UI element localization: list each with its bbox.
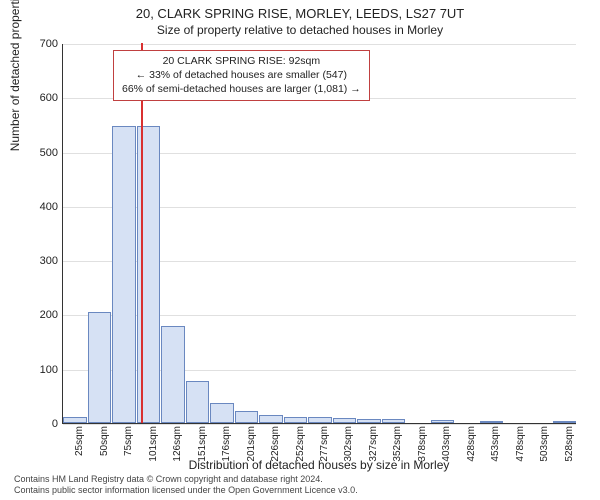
- histogram-bar: [333, 418, 356, 423]
- histogram-bar: [308, 417, 331, 424]
- y-tick-label: 600: [28, 92, 58, 104]
- x-tick-label: 403sqm: [441, 426, 452, 466]
- grid-line: [63, 424, 576, 425]
- x-tick-label: 176sqm: [221, 426, 232, 466]
- histogram-bar: [210, 403, 233, 423]
- chart-subtitle: Size of property relative to detached ho…: [0, 23, 600, 37]
- y-tick-label: 400: [28, 201, 58, 213]
- y-tick-label: 0: [28, 418, 58, 430]
- histogram-bar: [480, 421, 503, 423]
- x-tick-label: 528sqm: [564, 426, 575, 466]
- x-tick-label: 453sqm: [490, 426, 501, 466]
- x-tick-label: 75sqm: [123, 426, 134, 466]
- histogram-bar: [235, 411, 258, 423]
- footer-attribution: Contains HM Land Registry data © Crown c…: [14, 474, 358, 497]
- x-tick-label: 151sqm: [197, 426, 208, 466]
- histogram-bar: [259, 415, 282, 423]
- histogram-bar: [553, 421, 576, 423]
- x-tick-label: 352sqm: [392, 426, 403, 466]
- footer-line-1: Contains HM Land Registry data © Crown c…: [14, 474, 358, 485]
- x-tick-label: 25sqm: [74, 426, 85, 466]
- histogram-bar: [284, 417, 307, 424]
- y-tick-label: 500: [28, 147, 58, 159]
- annotation-line-1: 20 CLARK SPRING RISE: 92sqm: [122, 54, 361, 68]
- x-tick-label: 428sqm: [466, 426, 477, 466]
- y-axis-label: Number of detached properties: [8, 0, 22, 151]
- histogram-bar: [88, 312, 111, 423]
- annotation-callout: 20 CLARK SPRING RISE: 92sqm ← 33% of det…: [113, 50, 370, 101]
- y-tick-label: 100: [28, 364, 58, 376]
- histogram-bar: [431, 420, 454, 423]
- annotation-line-3: 66% of semi-detached houses are larger (…: [122, 82, 361, 96]
- x-tick-label: 50sqm: [99, 426, 110, 466]
- x-tick-label: 327sqm: [368, 426, 379, 466]
- histogram-bar: [112, 126, 135, 423]
- x-tick-label: 277sqm: [319, 426, 330, 466]
- y-tick-label: 700: [28, 38, 58, 50]
- y-tick-label: 200: [28, 309, 58, 321]
- x-tick-label: 252sqm: [295, 426, 306, 466]
- x-tick-label: 226sqm: [270, 426, 281, 466]
- x-tick-label: 478sqm: [515, 426, 526, 466]
- histogram-bar: [161, 326, 184, 423]
- x-tick-label: 503sqm: [539, 426, 550, 466]
- footer-line-2: Contains public sector information licen…: [14, 485, 358, 496]
- annotation-line-2: ← 33% of detached houses are smaller (54…: [122, 68, 361, 82]
- x-tick-label: 101sqm: [148, 426, 159, 466]
- x-tick-label: 302sqm: [343, 426, 354, 466]
- chart-title-address: 20, CLARK SPRING RISE, MORLEY, LEEDS, LS…: [0, 6, 600, 21]
- x-tick-label: 378sqm: [417, 426, 428, 466]
- histogram-bar: [186, 381, 209, 423]
- x-tick-label: 126sqm: [172, 426, 183, 466]
- histogram-bar: [63, 417, 86, 424]
- y-tick-label: 300: [28, 255, 58, 267]
- histogram-bar: [382, 419, 405, 423]
- plot-area: 20 CLARK SPRING RISE: 92sqm ← 33% of det…: [62, 44, 576, 424]
- histogram-bar: [357, 419, 380, 423]
- chart-container: 20, CLARK SPRING RISE, MORLEY, LEEDS, LS…: [0, 0, 600, 500]
- x-tick-label: 201sqm: [246, 426, 257, 466]
